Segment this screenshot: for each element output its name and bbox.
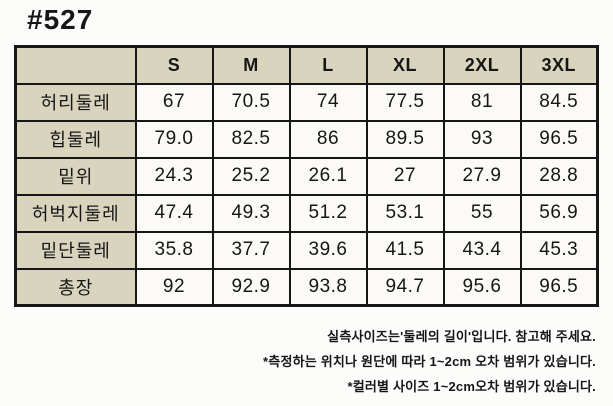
size-value: 25.2	[211, 156, 291, 196]
size-value: 94.7	[365, 267, 445, 307]
size-value: 47.4	[134, 193, 214, 233]
size-table: S M L XL 2XL 3XL 허리둘레 67 70.5 74 77.5 81…	[14, 45, 599, 307]
note-line-color-tolerance: *컬러별 사이즈 1~2cm오차 범위가 있습니다.	[347, 379, 596, 394]
size-value: 49.3	[211, 193, 291, 233]
size-notes: 실측사이즈는'둘레의 길이'입니다. 참고해 주세요. *측정하는 위치나 원단…	[263, 324, 596, 399]
size-value: 55	[442, 193, 522, 233]
size-value: 70.5	[211, 82, 291, 122]
corner-cell	[14, 45, 137, 85]
row-label: 힙둘레	[14, 119, 137, 159]
size-value: 96.5	[519, 267, 599, 307]
size-column-header-xl: XL	[365, 45, 445, 85]
note-line-measure-tolerance: *측정하는 위치나 원단에 따라 1~2cm 오차 범위가 있습니다.	[263, 354, 596, 369]
page-title: #527	[27, 4, 94, 35]
size-value: 93.8	[288, 267, 368, 307]
size-value: 53.1	[365, 193, 445, 233]
row-label: 밑위	[14, 156, 137, 196]
size-column-header-s: S	[134, 45, 214, 85]
size-value: 26.1	[288, 156, 368, 196]
size-value: 56.9	[519, 193, 599, 233]
size-value: 41.5	[365, 230, 445, 270]
size-value: 24.3	[134, 156, 214, 196]
size-column-header-2xl: 2XL	[442, 45, 522, 85]
size-value: 95.6	[442, 267, 522, 307]
size-value: 35.8	[134, 230, 214, 270]
size-value: 82.5	[211, 119, 291, 159]
size-value: 77.5	[365, 82, 445, 122]
size-value: 84.5	[519, 82, 599, 122]
table-row-hip: 힙둘레 79.0 82.5 86 89.5 93 96.5	[14, 119, 599, 159]
size-value: 74	[288, 82, 368, 122]
row-label: 허리둘레	[14, 82, 137, 122]
note-line-measured-size: 실측사이즈는'둘레의 길이'입니다. 참고해 주세요.	[327, 329, 596, 344]
size-column-header-m: M	[211, 45, 291, 85]
table-row-hem: 밑단둘레 35.8 37.7 39.6 41.5 43.4 45.3	[14, 230, 599, 270]
row-label: 허벅지둘레	[14, 193, 137, 233]
table-row-rise: 밑위 24.3 25.2 26.1 27 27.9 28.8	[14, 156, 599, 196]
size-value: 89.5	[365, 119, 445, 159]
size-value: 39.6	[288, 230, 368, 270]
size-value: 96.5	[519, 119, 599, 159]
size-value: 93	[442, 119, 522, 159]
table-row-total-length: 총장 92 92.9 93.8 94.7 95.6 96.5	[14, 267, 599, 307]
size-value: 81	[442, 82, 522, 122]
row-label: 밑단둘레	[14, 230, 137, 270]
table-row-thigh: 허벅지둘레 47.4 49.3 51.2 53.1 55 56.9	[14, 193, 599, 233]
size-value: 45.3	[519, 230, 599, 270]
size-value: 27	[365, 156, 445, 196]
size-value: 43.4	[442, 230, 522, 270]
size-value: 51.2	[288, 193, 368, 233]
size-value: 79.0	[134, 119, 214, 159]
size-value: 86	[288, 119, 368, 159]
size-column-header-3xl: 3XL	[519, 45, 599, 85]
size-value: 27.9	[442, 156, 522, 196]
size-value: 67	[134, 82, 214, 122]
size-column-header-l: L	[288, 45, 368, 85]
table-row-waist: 허리둘레 67 70.5 74 77.5 81 84.5	[14, 82, 599, 122]
size-header-row: S M L XL 2XL 3XL	[14, 45, 599, 85]
row-label: 총장	[14, 267, 137, 307]
size-value: 92.9	[211, 267, 291, 307]
size-value: 28.8	[519, 156, 599, 196]
size-value: 37.7	[211, 230, 291, 270]
size-value: 92	[134, 267, 214, 307]
